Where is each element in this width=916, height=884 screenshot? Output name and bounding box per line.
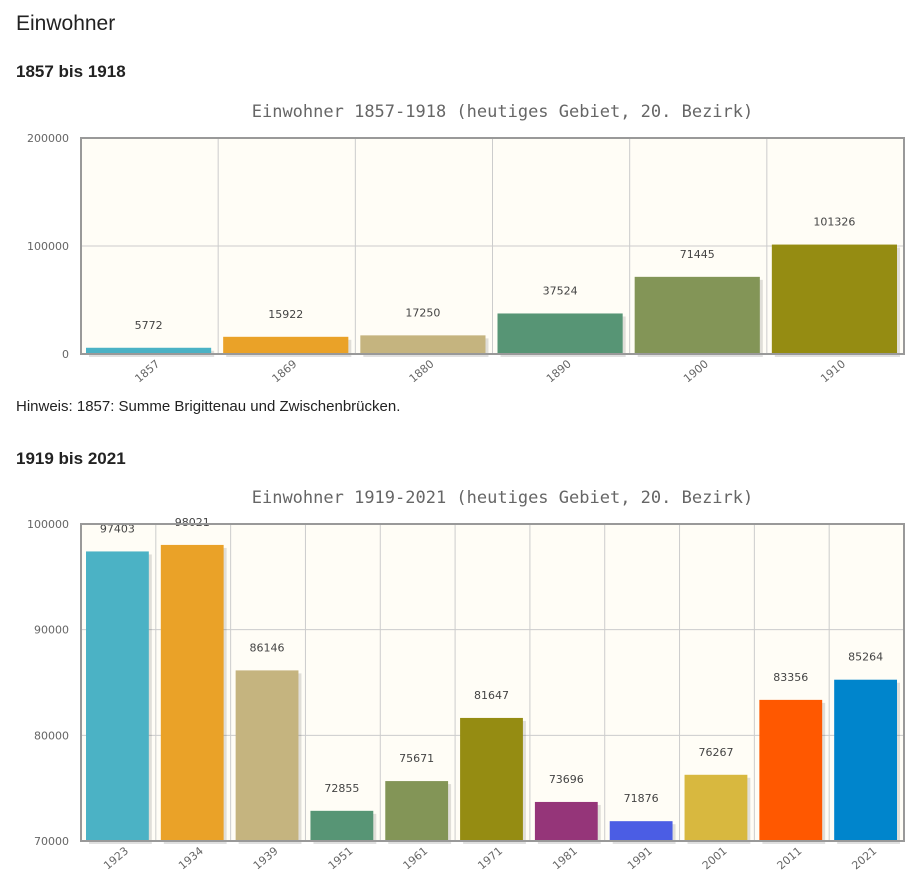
y-tick-label: 0 <box>62 348 69 361</box>
data-label: 71876 <box>624 792 659 805</box>
x-tick-label: 1981 <box>550 844 580 872</box>
x-tick-label: 1951 <box>326 844 356 872</box>
x-tick-label: 1961 <box>401 844 431 872</box>
x-tick-label: 1923 <box>101 844 131 872</box>
x-tick-label: 1934 <box>176 844 206 872</box>
x-tick-label: 1991 <box>625 844 655 872</box>
section-heading-1857-1918: 1857 bis 1918 <box>16 62 126 81</box>
x-tick-label: 2011 <box>775 844 805 872</box>
bar-1880 <box>360 335 486 354</box>
data-label: 17250 <box>405 306 440 319</box>
plot-border <box>80 523 905 842</box>
bar-1961 <box>385 781 449 841</box>
x-tick-label: 1939 <box>251 844 281 872</box>
data-label: 15922 <box>268 308 303 321</box>
page-title: Einwohner <box>16 12 116 35</box>
y-tick-label: 70000 <box>34 835 69 848</box>
bar-1900 <box>634 276 760 354</box>
data-label: 83356 <box>773 671 808 684</box>
y-tick-label: 100000 <box>27 518 69 531</box>
data-label: 81647 <box>474 689 509 702</box>
bar-1939 <box>235 670 299 841</box>
data-label: 97403 <box>100 522 135 535</box>
bar-1934 <box>160 544 224 841</box>
y-tick-label: 200000 <box>27 132 69 145</box>
chart-title: Einwohner 1919-2021 (heutiges Gebiet, 20… <box>252 488 754 508</box>
x-tick-label: 2001 <box>700 844 730 872</box>
bar-1981 <box>534 801 598 841</box>
chart-1857-1918: Einwohner 1857-1918 (heutiges Gebiet, 20… <box>27 102 905 385</box>
data-label: 71445 <box>680 248 715 261</box>
bar-2021 <box>834 679 897 841</box>
data-label: 76267 <box>698 746 733 759</box>
bar-1951 <box>310 810 374 841</box>
bar-1971 <box>460 717 523 841</box>
plot-border <box>80 137 905 355</box>
bar-2001 <box>684 774 748 841</box>
bar-1869 <box>223 336 349 354</box>
y-tick-label: 100000 <box>27 240 69 253</box>
y-tick-label: 80000 <box>34 729 69 742</box>
data-label: 85264 <box>848 651 883 664</box>
bar-2011 <box>759 699 823 841</box>
chart-note: Hinweis: 1857: Summe Brigittenau und Zwi… <box>16 398 401 415</box>
section-heading-1919-2021: 1919 bis 2021 <box>16 449 126 468</box>
x-tick-label: 2021 <box>849 844 879 872</box>
y-tick-label: 90000 <box>34 624 69 637</box>
chart-title: Einwohner 1857-1918 (heutiges Gebiet, 20… <box>252 102 754 122</box>
bar-1910 <box>771 244 897 354</box>
data-label: 75671 <box>399 752 434 765</box>
data-label: 73696 <box>549 773 584 786</box>
data-label: 101326 <box>813 216 855 229</box>
bar-1857 <box>86 347 212 354</box>
data-label: 5772 <box>135 319 163 332</box>
x-tick-label: 1971 <box>475 844 505 872</box>
data-label: 37524 <box>543 284 578 297</box>
bar-1890 <box>497 313 623 354</box>
bar-1991 <box>609 821 673 841</box>
data-label: 72855 <box>324 782 359 795</box>
bar-1923 <box>86 551 149 841</box>
data-label: 98021 <box>175 516 210 529</box>
data-label: 86146 <box>250 641 285 654</box>
